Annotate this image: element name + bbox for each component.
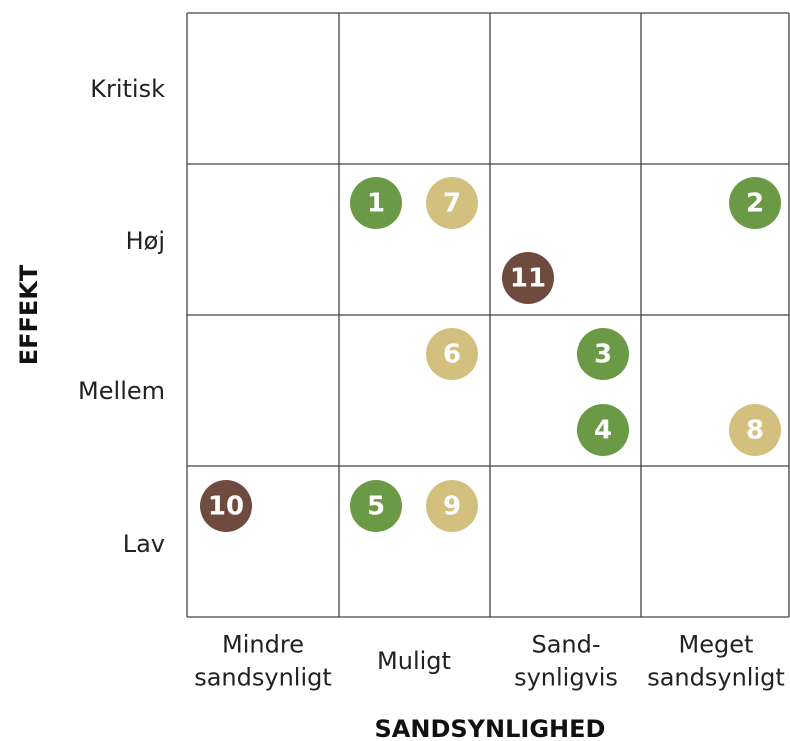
risk-marker <box>200 480 252 532</box>
risk-marker <box>577 328 629 380</box>
risk-number: 5 <box>367 492 385 522</box>
risk-marker <box>426 328 478 380</box>
risk-marker <box>426 480 478 532</box>
x-label: sandsynligt <box>194 664 332 692</box>
risk-number: 8 <box>746 416 764 446</box>
risk-number: 1 <box>367 189 385 219</box>
risk-marker <box>350 177 402 229</box>
y-axis-title: EFFEKT <box>15 264 43 365</box>
y-label: Lav <box>123 530 165 558</box>
y-label: Mellem <box>78 377 165 405</box>
x-label: sandsynligt <box>647 664 785 692</box>
x-axis-title: SANDSYNLIGHED <box>375 715 606 741</box>
x-label: Sand- <box>531 631 600 659</box>
risk-marker <box>729 177 781 229</box>
risk-number: 3 <box>594 340 612 370</box>
x-label: Mindre <box>222 631 304 659</box>
x-label: synligvis <box>514 664 618 692</box>
y-label: Kritisk <box>90 75 165 103</box>
risk-marker <box>350 480 402 532</box>
risk-number: 10 <box>208 492 244 522</box>
risk-number: 4 <box>594 416 612 446</box>
risk-number: 9 <box>443 492 461 522</box>
risk-marker <box>729 404 781 456</box>
x-label: Meget <box>679 631 754 659</box>
x-label: Muligt <box>377 647 451 675</box>
risk-number: 6 <box>443 340 461 370</box>
risk-marker <box>577 404 629 456</box>
y-label: Høj <box>126 227 165 255</box>
risk-number: 11 <box>510 264 546 294</box>
risk-number: 2 <box>746 189 764 219</box>
risk-marker <box>502 252 554 304</box>
risk-number: 7 <box>443 189 461 219</box>
risk-marker <box>426 177 478 229</box>
grid <box>186 12 790 618</box>
